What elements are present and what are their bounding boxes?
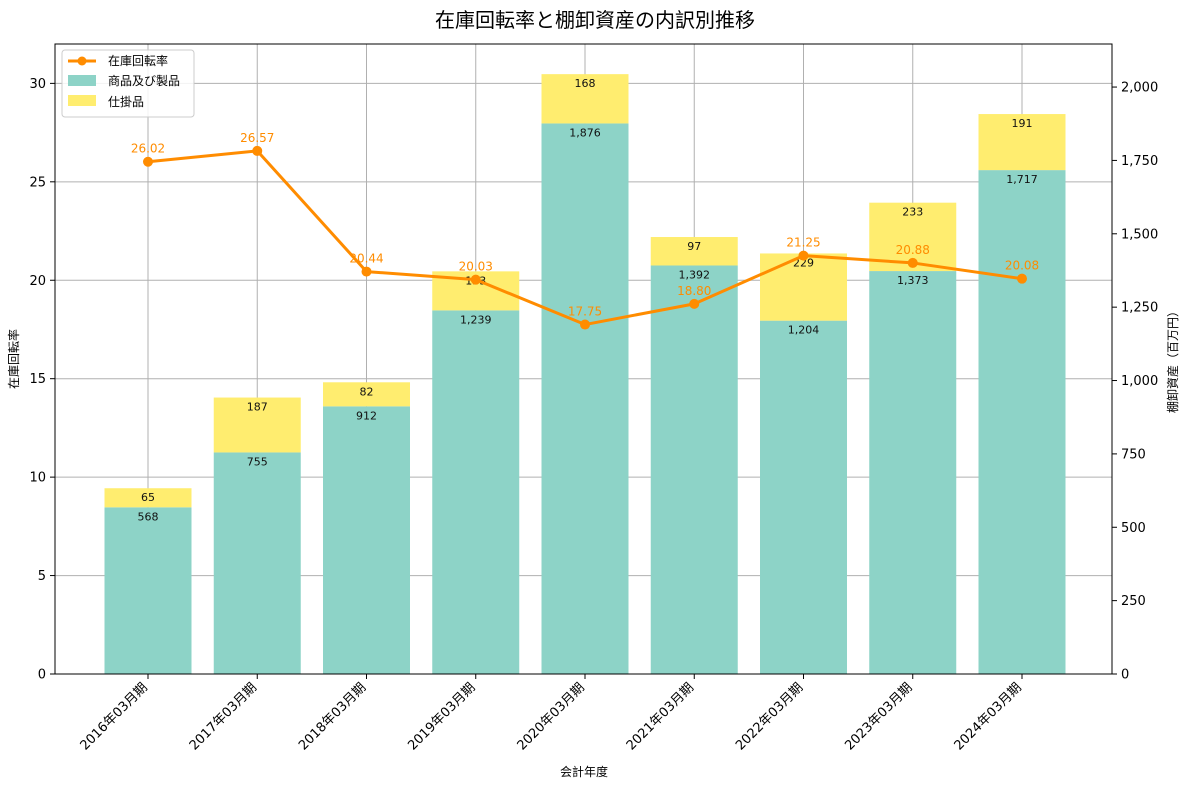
bar-wip-4	[541, 74, 629, 124]
bar-wip-2	[323, 382, 410, 407]
x-tick-label-3: 2019年03月期	[405, 680, 478, 753]
bar-products-label-2: 912	[356, 409, 377, 422]
right-tick-label-2: 500	[1121, 521, 1146, 536]
rate-point-4	[580, 319, 590, 330]
line-layer: 26.02 26.57 20.44 20.03 17.75 18.80 21.25 20.88…	[131, 131, 1039, 330]
left-tick-label-1: 5	[38, 569, 46, 584]
bar-products-label-5: 1,392	[679, 268, 711, 281]
rate-point-6	[798, 250, 809, 261]
left-tick-label-2: 10	[29, 471, 46, 486]
bar-products-label-0: 568	[138, 510, 159, 523]
bar-wip-8	[978, 114, 1066, 171]
legend-swatch-wip	[68, 95, 96, 106]
x-tick-label-0: 2016年03月期	[78, 680, 151, 753]
bar-wip-5	[650, 237, 738, 266]
bar-wip-label-2: 82	[360, 385, 374, 398]
rate-label-1: 26.57	[240, 131, 274, 145]
chart-title: 在庫回転率と棚卸資産の内訳別推移	[435, 8, 755, 32]
rate-point-0	[143, 156, 153, 167]
bars-layer: 56865755187912821,2391331,8761681,392971…	[104, 74, 1066, 674]
rate-point-7	[907, 257, 918, 268]
x-tick-label-8: 2024年03月期	[952, 680, 1025, 753]
bar-products-label-6: 1,204	[788, 324, 820, 337]
legend-swatch-products	[68, 75, 96, 86]
right-axis-label: 棚卸資産（百万円）	[1165, 305, 1180, 413]
x-tick-label-6: 2022年03月期	[733, 680, 806, 753]
plot-frame	[54, 43, 1113, 675]
bar-products-3	[432, 310, 520, 674]
rate-point-1	[252, 145, 263, 156]
x-tick-label-2: 2018年03月期	[296, 680, 369, 753]
bar-wip-label-0: 65	[141, 491, 155, 504]
bar-products-2	[323, 406, 410, 674]
right-tick-label-8: 2,000	[1121, 81, 1158, 96]
x-tick-label-1: 2017年03月期	[187, 680, 260, 753]
rate-label-2: 20.44	[349, 252, 383, 266]
bar-products-label-1: 755	[247, 455, 268, 468]
bar-wip-label-5: 97	[687, 240, 701, 253]
bar-wip-6	[760, 253, 847, 321]
rate-point-8	[1017, 273, 1027, 284]
legend-label-rate: 在庫回転率	[108, 53, 168, 68]
right-tick-label-3: 750	[1121, 447, 1146, 462]
rate-label-4: 17.75	[568, 305, 602, 319]
x-tick-label-5: 2021年03月期	[624, 680, 697, 753]
rate-point-2	[361, 266, 372, 277]
bar-products-4	[541, 123, 629, 674]
rate-point-5	[689, 298, 700, 309]
rate-label-3: 20.03	[459, 260, 493, 274]
bar-products-8	[978, 170, 1066, 674]
legend: 在庫回転率 商品及び製品 仕掛品	[61, 49, 195, 118]
left-axis-label: 在庫回転率	[6, 329, 21, 389]
bar-products-0	[104, 507, 192, 674]
left-tick-label-4: 20	[29, 274, 46, 289]
right-tick-label-6: 1,500	[1121, 227, 1158, 242]
bar-products-label-4: 1,876	[569, 126, 601, 139]
bar-wip-label-7: 233	[902, 206, 923, 219]
right-tick-label-4: 1,000	[1121, 374, 1158, 389]
bar-wip-label-8: 191	[1012, 117, 1033, 130]
bar-products-6	[760, 320, 847, 674]
rate-label-0: 26.02	[131, 142, 165, 156]
left-tick-label-3: 15	[29, 372, 46, 387]
x-tick-label-7: 2023年03月期	[842, 680, 915, 753]
rate-label-6: 21.25	[786, 236, 820, 250]
right-tick-label-1: 250	[1121, 594, 1146, 609]
legend-label-products: 商品及び製品	[108, 73, 180, 88]
bar-wip-1	[213, 397, 301, 453]
rate-label-8: 20.08	[1005, 259, 1039, 273]
right-tick-label-0: 0	[1121, 668, 1129, 683]
left-tick-label-0: 0	[38, 668, 46, 683]
bar-products-7	[869, 271, 957, 674]
bar-products-5	[650, 265, 738, 674]
legend-label-wip: 仕掛品	[108, 94, 144, 109]
rate-point-3	[470, 274, 481, 285]
legend-line-marker	[77, 56, 87, 66]
rate-label-7: 20.88	[896, 243, 930, 257]
bar-products-label-7: 1,373	[897, 274, 929, 287]
right-tick-label-7: 1,750	[1121, 154, 1158, 169]
left-tick-label-5: 25	[29, 175, 46, 190]
bar-products-label-8: 1,717	[1006, 173, 1038, 186]
right-tick-label-5: 1,250	[1121, 301, 1158, 316]
x-axis-label: 会計年度	[560, 764, 608, 779]
bar-wip-label-1: 187	[247, 401, 268, 414]
bar-products-label-3: 1,239	[460, 313, 492, 326]
bar-wip-label-6: 229	[793, 256, 814, 269]
rate-label-5: 18.80	[677, 284, 711, 298]
bar-wip-0	[104, 488, 192, 508]
x-tick-label-4: 2020年03月期	[515, 680, 588, 753]
bar-wip-label-4: 168	[575, 77, 596, 90]
left-tick-label-6: 30	[29, 77, 46, 92]
bar-products-1	[213, 452, 301, 674]
